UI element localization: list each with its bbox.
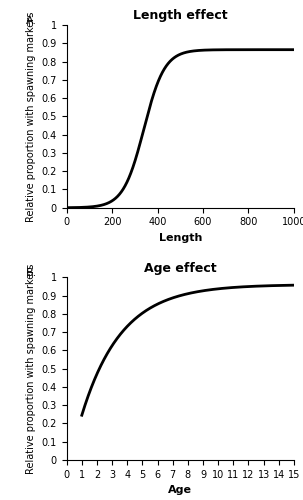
Y-axis label: Relative proportion with spawning markers: Relative proportion with spawning marker… [26, 264, 36, 474]
Text: A.: A. [26, 16, 37, 26]
Title: Age effect: Age effect [144, 262, 217, 274]
X-axis label: Age: Age [168, 486, 192, 496]
Title: Length effect: Length effect [133, 10, 228, 22]
X-axis label: Length: Length [158, 233, 202, 243]
Text: B.: B. [26, 268, 37, 278]
Y-axis label: Relative proportion with spawning markers: Relative proportion with spawning marker… [26, 11, 36, 222]
